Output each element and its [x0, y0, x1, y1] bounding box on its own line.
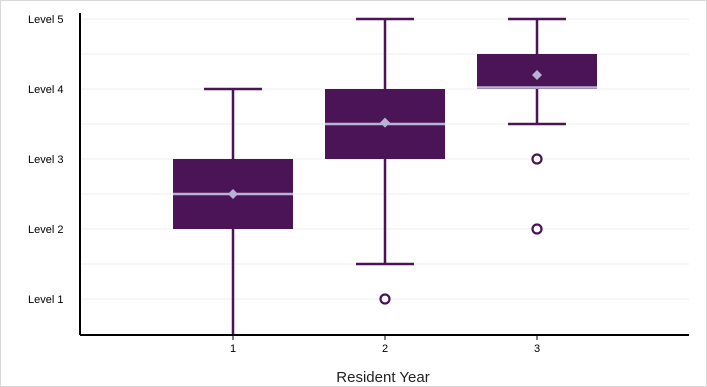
x-tick-label: 2 — [382, 343, 388, 355]
y-axis-ticks: Level 1 Level 2 Level 3 Level 4 Level 5 — [28, 14, 63, 306]
y-tick-label: Level 1 — [28, 294, 63, 306]
x-axis-ticks: 1 2 3 — [230, 335, 540, 355]
y-tick-label: Level 5 — [28, 14, 63, 26]
y-tick-label: Level 2 — [28, 224, 63, 236]
box-group-2 — [325, 17, 445, 305]
mean-marker — [228, 189, 238, 199]
outlier-point — [531, 153, 543, 165]
mean-marker — [380, 117, 390, 128]
box-series — [173, 17, 597, 334]
x-tick-label: 3 — [534, 343, 540, 355]
x-axis-title: Resident Year — [336, 369, 429, 386]
box-group-3 — [477, 17, 597, 235]
y-tick-label: Level 3 — [28, 154, 63, 166]
mean-marker — [532, 70, 542, 80]
box-group-1 — [173, 87, 293, 334]
outlier-point — [531, 223, 543, 235]
outlier-point — [379, 293, 391, 305]
y-tick-label: Level 4 — [28, 84, 63, 96]
x-tick-label: 1 — [230, 343, 236, 355]
